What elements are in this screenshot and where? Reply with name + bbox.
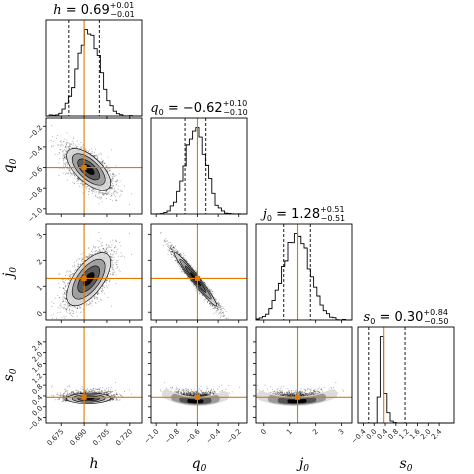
x-tick-label: 0.705 [91, 428, 111, 448]
y-tick-label: 2.4 [31, 339, 45, 353]
y-tick-label: −0.6 [27, 165, 45, 183]
y-axis-label-q0: q0 [1, 158, 19, 173]
scatter-panel-q0-j0 [150, 223, 248, 321]
x-axis-label-q0: q0 [192, 456, 207, 474]
panel-frame [255, 223, 353, 321]
scatter-panel-j0-s0 [255, 326, 353, 424]
y-tick-label: 1 [35, 284, 44, 293]
truth-marker [81, 275, 87, 281]
x-tick-label: 0 [259, 428, 268, 437]
y-tick-label: −1.0 [27, 206, 45, 224]
x-tick-label: −0.8 [163, 428, 181, 446]
histogram-steps [46, 29, 142, 117]
hist-panel-h [45, 19, 143, 117]
panel-frame [45, 326, 143, 424]
y-tick-label: 1.6 [31, 361, 45, 375]
x-tick-label: 3 [337, 428, 346, 437]
x-tick-label: 2 [311, 428, 320, 437]
truth-marker [194, 394, 200, 400]
y-tick-label: −0.2 [27, 124, 45, 142]
panel-frame [150, 223, 248, 321]
y-tick-label: 0.0 [31, 404, 45, 418]
x-tick-label: −1.0 [143, 428, 161, 446]
truth-marker [81, 165, 87, 171]
y-tick-label: 0 [35, 310, 44, 319]
histogram-steps [358, 336, 454, 424]
y-tick-label: −0.4 [27, 144, 45, 162]
scatter-panel-h-s0 [45, 326, 143, 424]
x-axis-label-s0: s0 [400, 456, 413, 474]
scatter-panel-h-q0 [45, 117, 143, 215]
truth-marker [295, 394, 301, 400]
scatter-panel-q0-s0 [150, 326, 248, 424]
title-h: h = 0.69+0.01 −0.01 [53, 1, 135, 19]
x-tick-label: −0.2 [225, 428, 243, 446]
y-tick-label: 1.2 [31, 372, 45, 386]
panel-frame [150, 326, 248, 424]
y-axis-label-j0: j0 [1, 267, 19, 280]
panel-frame [45, 117, 143, 215]
y-tick-label: 0.8 [31, 383, 45, 397]
truth-marker [194, 275, 200, 281]
histogram-steps [151, 127, 247, 215]
title-s0: s0 = 0.30+0.84 −0.50 [364, 308, 449, 326]
y-tick-label: −0.8 [27, 186, 45, 204]
x-axis-label-h: h [89, 456, 98, 472]
y-axis-label-s0: s0 [1, 368, 19, 381]
x-tick-label: −0.4 [205, 427, 223, 445]
panel-frame [45, 19, 143, 117]
title-q0: q0 = −0.62+0.10 −0.10 [150, 99, 247, 117]
y-tick-label: 3 [35, 232, 44, 241]
hist-panel-s0 [357, 326, 455, 424]
hist-panel-q0 [150, 117, 248, 215]
panel-frame [255, 326, 353, 424]
panel-frame [45, 223, 143, 321]
panel-frame [357, 326, 455, 424]
histogram-steps [255, 233, 352, 321]
x-tick-label: −0.6 [184, 427, 202, 445]
x-axis-label-j0: j0 [296, 456, 309, 474]
scatter-panel-h-j0 [45, 223, 143, 321]
density-contour [187, 398, 204, 404]
y-tick-label: 2 [35, 258, 44, 267]
title-j0: j0 = 1.28+0.51 −0.51 [260, 205, 345, 223]
x-tick-label: 0.675 [46, 428, 66, 448]
x-tick-label: 0.720 [114, 428, 134, 448]
y-tick-label: 0.4 [31, 393, 45, 407]
truth-marker [81, 394, 87, 400]
panel-frame [150, 117, 248, 215]
hist-panel-j0 [255, 223, 353, 321]
x-tick-label: 0.690 [69, 428, 89, 448]
x-tick-label: 2.4 [430, 427, 444, 441]
x-tick-label: 1 [285, 428, 294, 437]
y-tick-label: 2.0 [31, 350, 45, 364]
